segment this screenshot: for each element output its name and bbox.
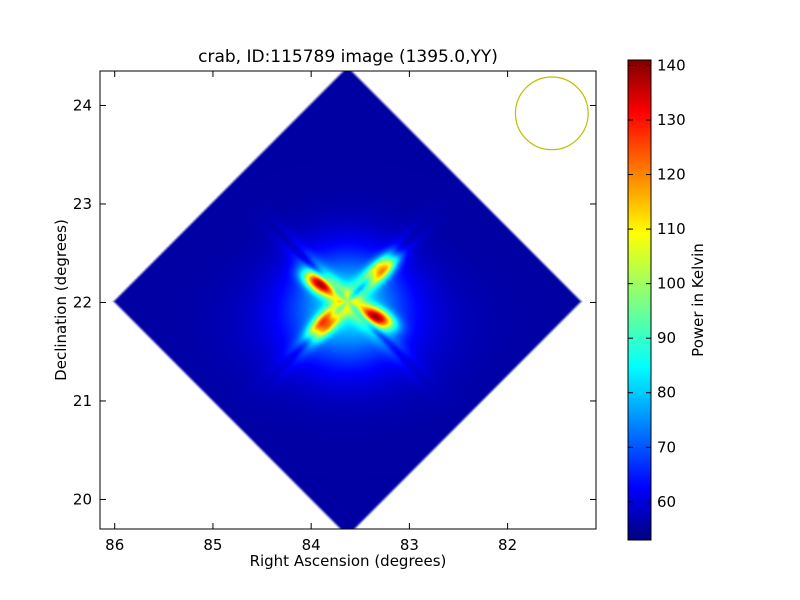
plot-area: 86 85 84 83 82 20 21 22 23 24 [73, 70, 597, 554]
x-axis-label: Right Ascension (degrees) [250, 552, 447, 570]
colorbar-tick-label: 80 [657, 384, 676, 402]
colorbar-tick-label: 100 [657, 275, 686, 293]
y-tick-label: 20 [73, 490, 92, 508]
y-axis-ticks: 20 21 22 23 24 [73, 96, 596, 508]
y-tick-label: 24 [73, 96, 92, 114]
colorbar-label: Power in Kelvin [689, 243, 707, 357]
y-tick-label: 23 [73, 195, 92, 213]
x-tick-label: 84 [302, 536, 321, 554]
y-axis-label: Declination (degrees) [52, 219, 70, 381]
x-axis-ticks: 86 85 84 83 82 [105, 71, 517, 554]
y-tick-label: 21 [73, 392, 92, 410]
x-tick-label: 85 [203, 536, 222, 554]
colorbar-tick-label: 70 [657, 438, 676, 456]
y-tick-label: 22 [73, 293, 92, 311]
heatmap-image [100, 71, 596, 529]
colorbar-ticks: 60 70 80 90 100 110 120 130 140 [628, 56, 686, 511]
colorbar-tick-label: 140 [657, 56, 686, 74]
colorbar-tick-label: 90 [657, 329, 676, 347]
beam-circle [514, 76, 589, 151]
colorbar: 60 70 80 90 100 110 120 130 140 Power in Kelvin [627, 56, 707, 541]
x-tick-label: 82 [498, 536, 517, 554]
heatmap-raster [100, 71, 596, 529]
colorbar-tick-label: 110 [657, 220, 686, 238]
colorbar-tick-label: 60 [657, 493, 676, 511]
colorbar-gradient [627, 59, 652, 541]
x-tick-label: 83 [400, 536, 419, 554]
colorbar-tick-label: 120 [657, 166, 686, 184]
colorbar-tick-label: 130 [657, 111, 686, 129]
chart-title: crab, ID:115789 image (1395.0,YY) [198, 47, 498, 67]
x-tick-label: 86 [105, 536, 124, 554]
plot-frame [99, 70, 597, 530]
